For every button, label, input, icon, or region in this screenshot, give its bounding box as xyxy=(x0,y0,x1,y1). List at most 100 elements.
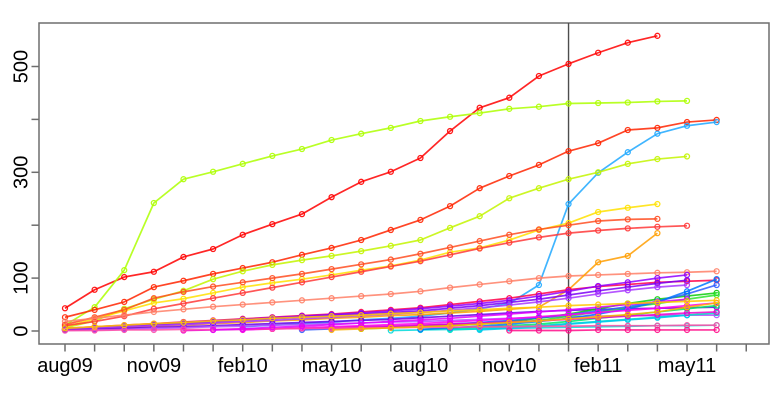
series-marker-deeppink xyxy=(713,326,720,334)
series-marker-deeppink xyxy=(506,327,513,334)
series-marker-red-c xyxy=(269,284,276,291)
series-marker-gold xyxy=(209,317,217,325)
series-marker-orange-b xyxy=(358,325,365,333)
series-marker-deeppink xyxy=(624,326,631,334)
series-marker-gold xyxy=(654,299,661,306)
series-marker-orange-b xyxy=(446,322,454,329)
series-marker-red-b xyxy=(150,283,158,291)
series-marker-chartreuse-a xyxy=(358,130,365,137)
series-marker-magenta-c xyxy=(446,315,454,322)
series-marker-chartreuse-b xyxy=(417,236,424,244)
series-marker-red-c xyxy=(209,295,217,302)
series-line-gold xyxy=(64,299,717,330)
series-marker-red-a xyxy=(624,39,631,46)
series-marker-tomato xyxy=(269,274,276,282)
series-marker-orange-b xyxy=(387,324,394,331)
series-marker-red-c xyxy=(417,258,424,265)
series-marker-tomato xyxy=(595,217,602,225)
series-marker-chartreuse-b xyxy=(269,261,276,269)
series-line-cyan-b xyxy=(479,314,688,331)
series-marker-tomato xyxy=(150,295,158,302)
series-marker-red-c xyxy=(446,251,454,258)
series-marker-red-c xyxy=(565,229,572,237)
series-marker-salmon xyxy=(713,268,720,275)
series-marker-skyblue xyxy=(565,200,572,208)
series-marker-violet-a xyxy=(565,295,572,302)
series-marker-chartreuse-b xyxy=(358,247,365,255)
series-marker-gold xyxy=(150,320,158,327)
series-marker-gold xyxy=(121,322,128,329)
series-marker-chartreuse-a xyxy=(209,168,217,175)
series-marker-deeppink xyxy=(535,327,543,334)
series-marker-red-b xyxy=(358,236,365,244)
series-marker-salmon xyxy=(535,274,543,282)
series-marker-salmon xyxy=(387,290,394,298)
series-marker-orange-b xyxy=(417,323,424,330)
series-marker-salmon xyxy=(239,301,246,308)
series-marker-red-c xyxy=(328,273,335,281)
series-marker-red-b xyxy=(535,161,543,169)
series-marker-gold xyxy=(565,302,572,309)
series-marker-chartreuse-a xyxy=(180,176,187,183)
series-marker-gold xyxy=(269,315,276,322)
series-marker-salmon xyxy=(683,269,691,276)
series-marker-red-a xyxy=(209,245,217,253)
series-marker-red-a xyxy=(358,178,365,185)
series-marker-red-a xyxy=(446,127,454,135)
series-marker-chartreuse-a xyxy=(387,124,394,132)
series-marker-gold xyxy=(328,313,335,320)
series-marker-chartreuse-b xyxy=(298,256,306,264)
series-marker-pink xyxy=(91,327,98,334)
series-marker-chartreuse-a xyxy=(624,99,631,106)
series-marker-orange-b xyxy=(624,311,631,318)
series-marker-pink xyxy=(624,322,631,329)
series-marker-purple-b xyxy=(654,280,661,287)
series-marker-red-b xyxy=(595,140,602,147)
series-marker-chartreuse-a xyxy=(565,100,572,107)
series-marker-chartreuse-a xyxy=(121,267,128,274)
series-marker-chartreuse-a xyxy=(595,99,602,107)
series-marker-orange-a xyxy=(595,259,602,266)
series-marker-gold xyxy=(624,300,631,307)
x-tick-label: may10 xyxy=(302,355,362,377)
series-marker-tomato xyxy=(180,288,187,296)
series-marker-gold xyxy=(387,310,394,317)
series-marker-skyblue xyxy=(654,130,661,137)
series-marker-red-b xyxy=(91,306,98,313)
series-marker-red-a xyxy=(506,94,513,101)
series-marker-gold xyxy=(417,309,424,316)
series-marker-chartreuse-a xyxy=(683,97,691,105)
series-marker-red-b xyxy=(654,124,661,132)
series-marker-red-b xyxy=(180,277,187,284)
series-marker-chartreuse-b xyxy=(239,268,246,275)
series-marker-gold xyxy=(358,311,365,319)
series-marker-red-c xyxy=(180,300,187,307)
y-tick-label: 0 xyxy=(10,325,32,336)
series-marker-tomato xyxy=(535,226,543,233)
x-tick-label: feb11 xyxy=(574,355,623,377)
series-marker-blue-c xyxy=(713,276,720,283)
series-marker-chartreuse-a xyxy=(298,145,306,153)
series-marker-blue-b xyxy=(713,281,720,289)
series-marker-red-a xyxy=(269,220,276,228)
series-marker-salmon xyxy=(298,297,306,304)
series-marker-red-c xyxy=(624,225,631,232)
series-marker-gold xyxy=(506,305,513,312)
series-marker-orange-a xyxy=(654,229,661,237)
x-tick-label: nov10 xyxy=(482,355,537,377)
x-tick-label: aug10 xyxy=(393,355,449,377)
series-marker-gold xyxy=(61,325,69,332)
series-marker-red-b xyxy=(61,314,69,321)
series-marker-red-c xyxy=(654,223,661,230)
series-marker-orange-b xyxy=(535,317,543,325)
series-marker-tomato xyxy=(417,250,424,257)
series-marker-magenta-c xyxy=(565,306,572,313)
series-marker-chartreuse-b xyxy=(446,224,454,231)
series-marker-orange-b xyxy=(328,326,335,334)
series-marker-salmon xyxy=(446,284,454,291)
y-tick-label: 100 xyxy=(10,261,32,294)
series-line-red-c xyxy=(64,224,688,327)
series-marker-deeppink xyxy=(595,326,602,334)
series-marker-orange-b xyxy=(595,313,602,320)
